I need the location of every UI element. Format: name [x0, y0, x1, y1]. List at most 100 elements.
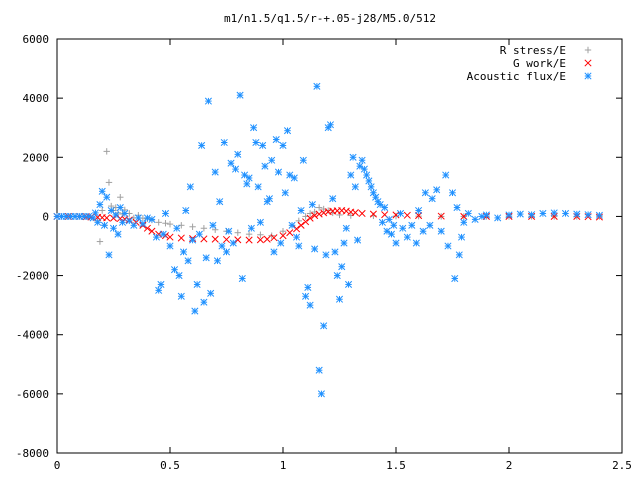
data-point	[245, 174, 253, 182]
x-tick-label: 0.5	[160, 459, 180, 472]
data-point	[444, 242, 452, 250]
legend-marker	[584, 72, 592, 80]
data-point	[213, 257, 222, 265]
data-point	[234, 229, 241, 236]
data-point	[204, 97, 212, 105]
data-point	[293, 225, 301, 233]
data-point	[245, 236, 253, 244]
data-point	[238, 274, 246, 283]
data-point	[114, 230, 122, 238]
data-point	[288, 221, 296, 229]
data-point	[139, 220, 147, 228]
data-point	[494, 214, 502, 222]
data-point	[268, 156, 276, 164]
data-point	[105, 251, 113, 259]
data-point	[229, 239, 237, 247]
data-point	[200, 225, 208, 232]
data-point	[311, 245, 319, 253]
data-point	[175, 272, 183, 280]
data-point	[419, 227, 427, 235]
data-point	[550, 212, 558, 220]
data-point	[387, 230, 396, 238]
data-point	[561, 209, 570, 218]
data-point	[155, 286, 163, 294]
y-tick-label: 6000	[23, 33, 50, 46]
y-tick-label: 4000	[23, 92, 50, 105]
chart-title: m1/n1.5/q1.5/r-+.05-j28/M5.0/512	[224, 12, 436, 25]
data-point	[392, 239, 400, 247]
data-point	[306, 301, 314, 309]
data-point	[376, 201, 384, 209]
data-point	[209, 221, 217, 229]
data-point	[308, 201, 316, 209]
plot-area	[53, 82, 603, 398]
data-point	[112, 211, 120, 219]
data-point	[177, 292, 185, 300]
data-point	[166, 220, 174, 228]
axes: 0 0.5 1 1.5 2 2.5 -8000 -6000 -4000 -2000 0 2000 400…	[16, 33, 632, 472]
data-point	[247, 224, 255, 232]
data-point	[170, 266, 179, 274]
data-point	[218, 242, 226, 250]
data-point	[335, 295, 344, 303]
data-point	[281, 189, 289, 197]
data-point	[360, 165, 368, 173]
data-point	[265, 195, 273, 203]
x-tick-label: 2.5	[612, 459, 632, 472]
data-point	[94, 218, 102, 226]
data-point	[270, 248, 278, 256]
data-point	[381, 204, 389, 212]
data-point	[173, 224, 181, 232]
data-point	[184, 257, 192, 265]
data-point	[293, 233, 301, 241]
data-point	[279, 141, 287, 150]
data-point	[116, 204, 124, 212]
data-point	[225, 227, 233, 235]
data-point	[103, 193, 111, 201]
data-point	[315, 366, 323, 374]
data-point	[274, 168, 283, 176]
data-point	[320, 322, 328, 330]
data-point	[189, 236, 197, 244]
data-point	[166, 233, 174, 241]
data-point	[584, 211, 592, 219]
data-point	[130, 221, 138, 229]
data-point	[340, 239, 348, 247]
data-point	[516, 210, 524, 218]
data-point	[313, 82, 321, 90]
data-point	[351, 183, 359, 191]
data-point	[234, 150, 242, 158]
x-tick-label: 0	[54, 459, 61, 472]
data-point	[528, 211, 536, 219]
y-tick-label: -6000	[16, 388, 49, 401]
data-point	[286, 229, 294, 237]
data-point	[403, 233, 411, 241]
data-point	[148, 215, 156, 223]
data-point	[344, 280, 353, 288]
data-point	[256, 218, 264, 226]
data-point	[505, 211, 513, 219]
data-point	[358, 209, 366, 218]
data-point	[550, 209, 558, 217]
data-point	[311, 211, 319, 220]
y-tick-label: -4000	[16, 329, 49, 342]
data-point	[103, 214, 111, 222]
data-point	[367, 183, 375, 191]
data-point	[195, 230, 203, 238]
data-point	[304, 283, 312, 291]
data-point	[295, 242, 303, 250]
data-point	[347, 171, 355, 179]
data-point	[118, 218, 127, 226]
y-tick-label: 2000	[23, 151, 50, 164]
data-point	[399, 224, 407, 232]
data-point	[426, 221, 434, 229]
data-point	[385, 215, 393, 223]
data-point	[315, 210, 323, 218]
legend-label: R stress/E	[500, 44, 566, 57]
data-point	[383, 227, 391, 235]
data-point	[193, 280, 201, 288]
legend-label: Acoustic flux/E	[467, 70, 566, 83]
data-point	[365, 177, 373, 185]
data-point	[250, 124, 258, 132]
